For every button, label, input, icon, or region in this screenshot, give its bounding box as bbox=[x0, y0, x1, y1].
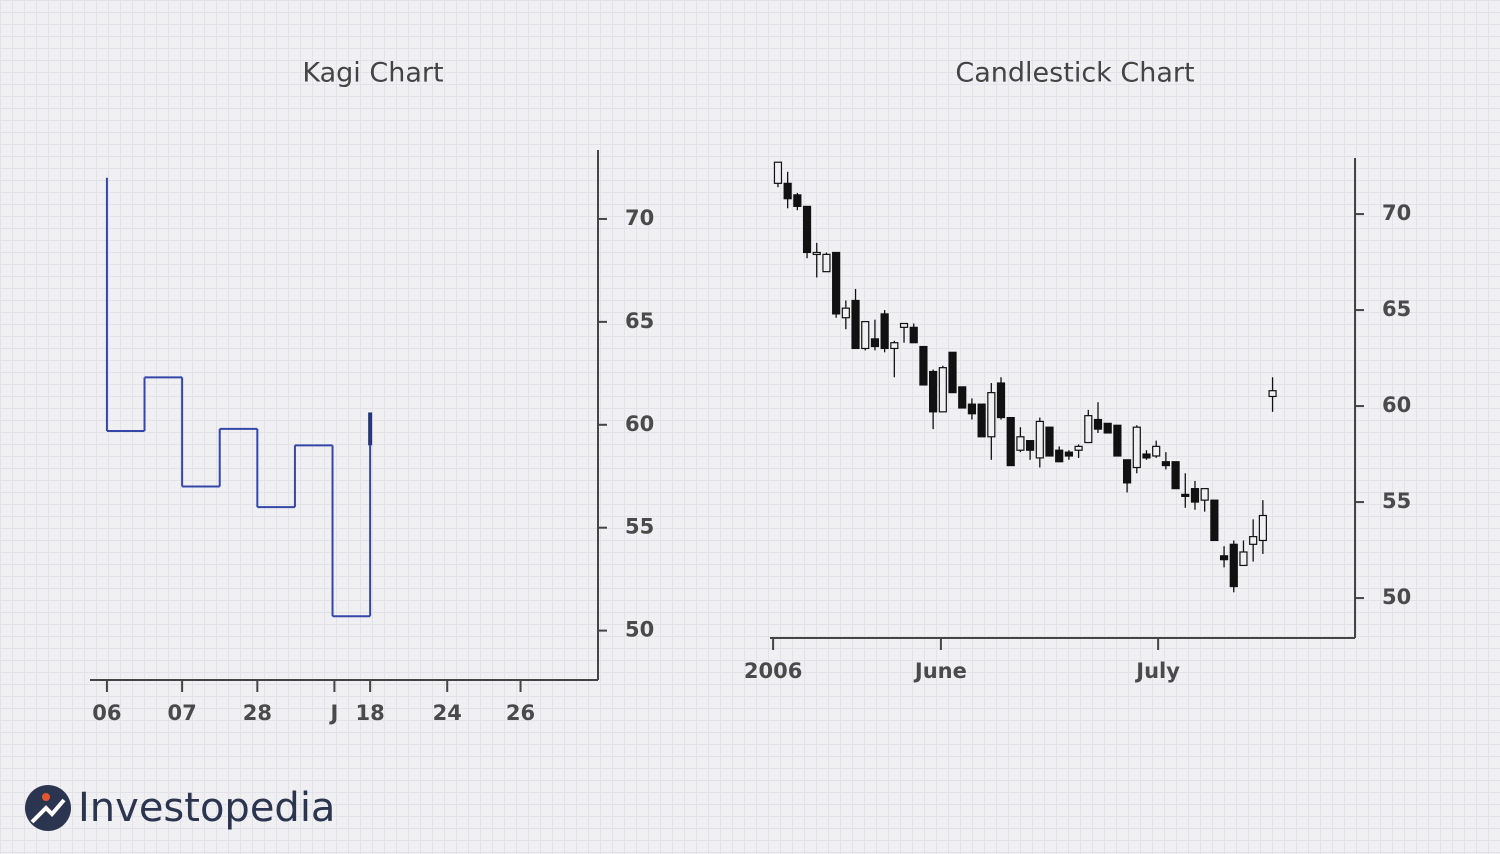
candle-body-down bbox=[783, 182, 792, 200]
y-tick-label: 60 bbox=[625, 412, 654, 436]
candle-body-up bbox=[1074, 445, 1083, 451]
candle-body-up bbox=[890, 342, 899, 350]
y-tick-label: 55 bbox=[1382, 489, 1411, 513]
candle-body-down bbox=[1045, 426, 1054, 457]
x-tick-label: 07 bbox=[168, 701, 197, 725]
candle-body-up bbox=[1084, 415, 1093, 444]
candle-body-down bbox=[1113, 424, 1122, 457]
x-tick-label: 28 bbox=[243, 701, 272, 725]
logo: Investopedia bbox=[25, 785, 335, 831]
logo-dot bbox=[42, 793, 50, 801]
candle-body-down bbox=[793, 194, 802, 207]
candle-body-down bbox=[1229, 543, 1238, 588]
candle-body-down bbox=[996, 382, 1006, 419]
candle-body-down bbox=[870, 338, 880, 348]
y-tick-label: 70 bbox=[625, 206, 654, 230]
y-tick-label: 50 bbox=[1382, 585, 1411, 609]
candle-body-down bbox=[1181, 493, 1190, 497]
candle-body-down bbox=[832, 251, 841, 315]
candle-body-down bbox=[1142, 453, 1151, 459]
x-tick-label: 18 bbox=[356, 701, 385, 725]
candle-body-up bbox=[899, 322, 909, 328]
candle-body-down bbox=[1210, 499, 1219, 542]
candle-body-down bbox=[958, 386, 967, 409]
candle-body-down bbox=[1190, 488, 1200, 503]
y-tick-label: 55 bbox=[625, 515, 654, 539]
candle-body-down bbox=[1103, 422, 1112, 434]
candle-body-down bbox=[1064, 451, 1074, 457]
candle-body-down bbox=[1026, 440, 1035, 451]
candle-body-up bbox=[861, 320, 870, 350]
y-tick-label: 70 bbox=[1382, 201, 1411, 225]
candle-body-up bbox=[1258, 514, 1267, 542]
candle-body-down bbox=[919, 345, 928, 386]
x-tick-label: July bbox=[1134, 659, 1180, 683]
candle-body-up bbox=[1200, 488, 1209, 501]
candle-body-down bbox=[967, 403, 977, 415]
chart-title: Kagi Chart bbox=[302, 58, 443, 89]
candle-body-up bbox=[1152, 445, 1161, 457]
candle-body-up bbox=[841, 307, 850, 319]
candle-body-up bbox=[1239, 551, 1248, 567]
candle-body-down bbox=[802, 205, 812, 254]
candle-body-up bbox=[987, 392, 996, 438]
candle-body-up bbox=[812, 251, 821, 256]
x-tick-label: J bbox=[328, 701, 338, 725]
x-tick-label: 2006 bbox=[744, 659, 802, 683]
candle-body-down bbox=[880, 313, 889, 350]
candle-body-down bbox=[1093, 418, 1103, 430]
x-tick-label: 26 bbox=[506, 701, 535, 725]
candle-body-down bbox=[1219, 555, 1229, 561]
y-tick-label: 50 bbox=[625, 618, 654, 642]
candle-body-down bbox=[977, 403, 986, 438]
y-tick-label: 60 bbox=[1382, 393, 1411, 417]
candle-body-up bbox=[822, 253, 831, 273]
chart-title: Candlestick Chart bbox=[955, 58, 1194, 89]
candle-body-up bbox=[773, 161, 783, 184]
candle-body-down bbox=[1171, 461, 1180, 490]
candle-body-down bbox=[929, 370, 938, 413]
candle-body-up bbox=[1016, 436, 1025, 451]
candle-body-down bbox=[948, 351, 957, 394]
logo-mark bbox=[30, 798, 66, 824]
candle-body-up bbox=[1035, 420, 1044, 459]
candle-body-down bbox=[1055, 449, 1064, 463]
y-tick-label: 65 bbox=[1382, 297, 1411, 321]
candle-body-down bbox=[909, 326, 918, 344]
x-tick-label: June bbox=[913, 659, 967, 683]
brand: Investopedia bbox=[78, 785, 335, 831]
candle-body-up bbox=[1268, 390, 1277, 398]
candle-body-up bbox=[1132, 426, 1141, 469]
candle-body-down bbox=[851, 299, 860, 350]
candle-body-down bbox=[1122, 459, 1132, 484]
candle-body-up bbox=[938, 367, 947, 413]
x-tick-label: 24 bbox=[433, 701, 462, 725]
candle-body-up bbox=[1249, 536, 1258, 545]
x-tick-label: 06 bbox=[92, 701, 121, 725]
candle-body-down bbox=[1161, 461, 1170, 467]
candle-body-down bbox=[1006, 416, 1015, 467]
y-tick-label: 65 bbox=[625, 309, 654, 333]
